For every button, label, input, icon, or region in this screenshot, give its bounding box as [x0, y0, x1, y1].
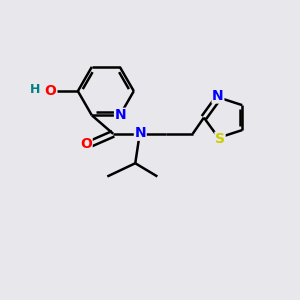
Text: O: O — [80, 137, 92, 151]
Text: S: S — [215, 132, 225, 146]
Text: N: N — [134, 126, 146, 140]
Text: O: O — [44, 83, 56, 98]
Text: N: N — [212, 89, 224, 103]
Text: H: H — [30, 83, 40, 96]
Text: N: N — [115, 108, 126, 122]
